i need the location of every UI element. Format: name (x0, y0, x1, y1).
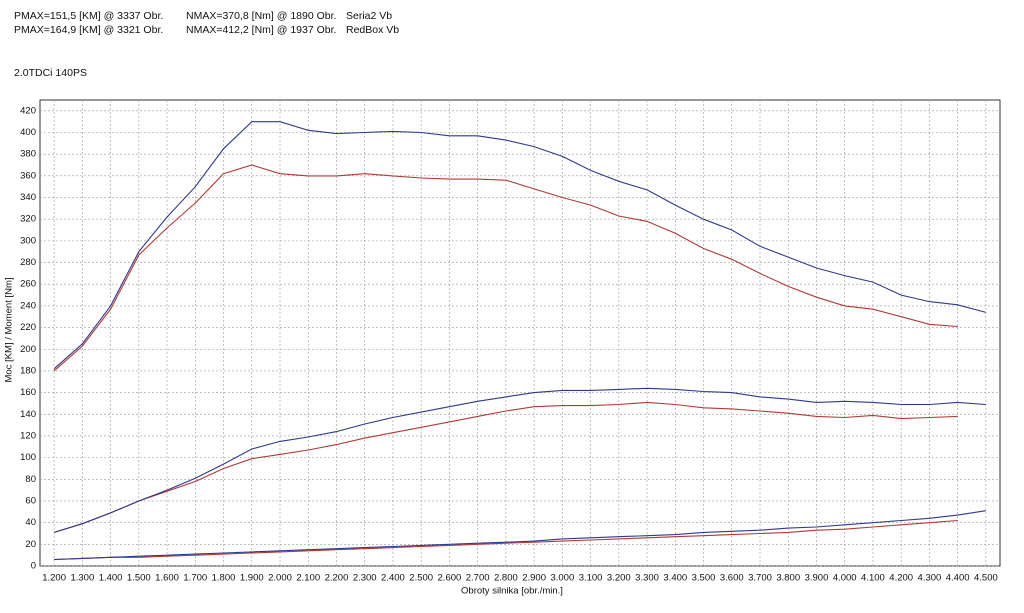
x-tick-label: 1.600 (155, 573, 179, 584)
data-line (53, 121, 987, 370)
nmax-label: NMAX=412,2 [Nm] @ 1937 Obr. (186, 24, 336, 36)
y-axis-label: Moc [KM] / Moment [Nm] (4, 277, 15, 382)
x-tick-label: 2.900 (522, 573, 546, 584)
y-tick-label: 20 (25, 539, 36, 550)
y-tick-label: 280 (20, 257, 36, 268)
x-tick-label: 3.900 (805, 573, 829, 584)
y-tick-label: 260 (20, 279, 36, 290)
x-tick-label: 1.700 (183, 573, 207, 584)
x-tick-label: 3.700 (748, 573, 772, 584)
y-tick-label: 300 (20, 235, 36, 246)
x-tick-label: 1.800 (212, 573, 236, 584)
x-tick-label: 1.200 (42, 573, 66, 584)
y-tick-label: 120 (20, 430, 36, 441)
x-tick-label: 3.500 (692, 573, 716, 584)
x-tick-label: 3.200 (607, 573, 631, 584)
x-tick-label: 1.400 (99, 573, 123, 584)
x-tick-label: 2.200 (325, 573, 349, 584)
y-tick-label: 400 (20, 127, 36, 138)
x-tick-label: 4.200 (889, 573, 913, 584)
data-line (53, 164, 958, 372)
x-tick-label: 3.400 (663, 573, 687, 584)
y-tick-label: 360 (20, 170, 36, 181)
y-tick-label: 60 (25, 495, 36, 506)
run-name: RedBox Vb (346, 24, 399, 36)
y-tick-label: 160 (20, 387, 36, 398)
x-tick-label: 2.500 (409, 573, 433, 584)
y-tick-label: 340 (20, 192, 36, 203)
y-tick-label: 240 (20, 300, 36, 311)
data-line (54, 510, 986, 561)
run-name: Seria2 Vb (346, 10, 392, 22)
x-tick-label: 2.100 (296, 573, 320, 584)
y-tick-label: 140 (20, 409, 36, 420)
x-tick-label: 3.000 (550, 573, 574, 584)
y-tick-label: 380 (20, 149, 36, 160)
x-tick-label: 2.800 (494, 573, 518, 584)
x-tick-label: 4.400 (946, 573, 970, 584)
y-tick-label: 40 (25, 517, 36, 528)
plot-area (39, 99, 1001, 567)
x-tick-label: 4.300 (918, 573, 942, 584)
x-tick-label: 2.400 (381, 573, 405, 584)
x-tick-label: 4.000 (833, 573, 857, 584)
x-tick-label: 3.100 (579, 573, 603, 584)
nmax-label: NMAX=370,8 [Nm] @ 1890 Obr. (186, 10, 336, 22)
subtitle: 2.0TDCi 140PS (14, 67, 87, 79)
x-tick-label: 3.300 (635, 573, 659, 584)
pmax-label: PMAX=164,9 [KM] @ 3321 Obr. (14, 24, 163, 36)
y-tick-label: 220 (20, 322, 36, 333)
x-tick-label: 1.300 (70, 573, 94, 584)
x-tick-label: 4.100 (861, 573, 885, 584)
y-tick-label: 420 (20, 105, 36, 116)
x-tick-label: 3.600 (720, 573, 744, 584)
data-line (53, 401, 958, 533)
x-tick-label: 2.600 (438, 573, 462, 584)
x-tick-label: 1.900 (240, 573, 264, 584)
y-tick-label: 100 (20, 452, 36, 463)
x-tick-label: 4.500 (974, 573, 998, 584)
x-tick-label: 2.300 (353, 573, 377, 584)
x-tick-label: 2.700 (466, 573, 490, 584)
x-tick-label: 1.500 (127, 573, 151, 584)
y-tick-label: 0 (31, 561, 36, 572)
pmax-label: PMAX=151,5 [KM] @ 3337 Obr. (14, 10, 163, 22)
data-line (53, 387, 986, 533)
y-tick-label: 80 (25, 474, 36, 485)
y-tick-label: 200 (20, 344, 36, 355)
x-axis-label: Obroty silnika [obr./min.] (461, 586, 563, 597)
y-tick-label: 180 (20, 365, 36, 376)
x-tick-label: 3.800 (776, 573, 800, 584)
data-line (54, 519, 958, 561)
y-tick-label: 320 (20, 214, 36, 225)
x-tick-label: 2.000 (268, 573, 292, 584)
